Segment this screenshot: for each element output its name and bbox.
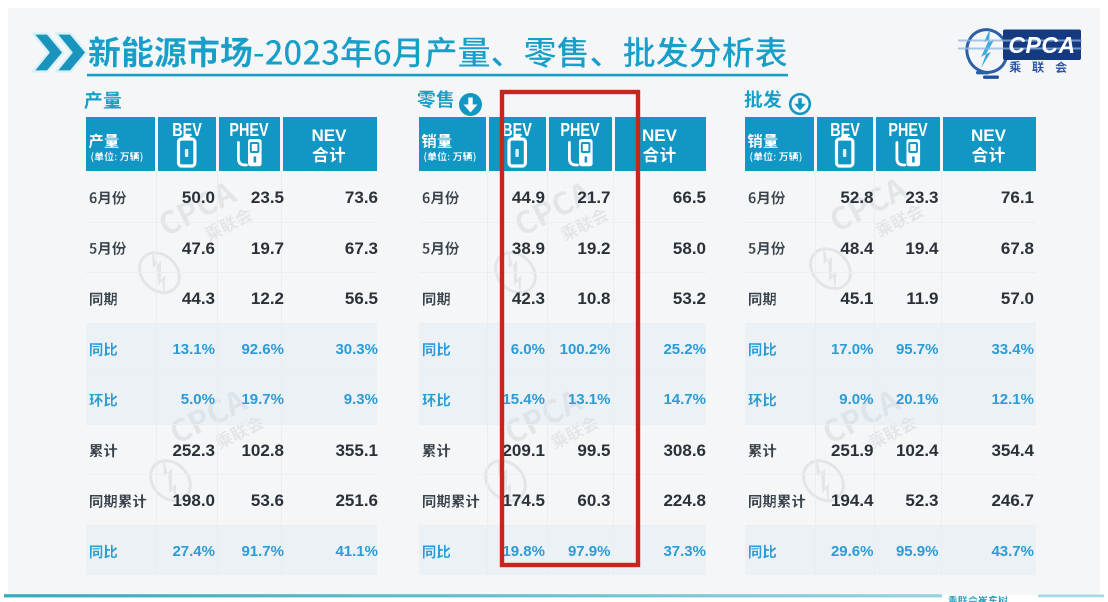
svg-text:CPCA: CPCA: [1008, 32, 1075, 58]
